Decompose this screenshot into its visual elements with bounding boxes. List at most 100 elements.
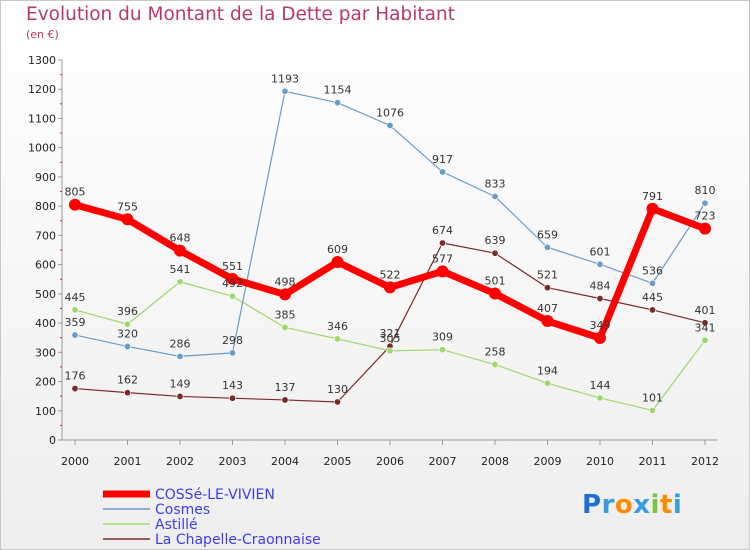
data-point [596,260,604,268]
x-tick-label: 2005 [324,455,352,468]
y-tick-label: 100 [35,405,56,418]
data-point [596,295,604,303]
logo-letter: i [650,490,660,520]
data-label: 536 [642,264,663,277]
data-label: 833 [485,178,506,191]
data-label: 659 [537,228,558,241]
data-point [541,315,554,328]
data-label: 674 [432,224,453,237]
y-tick-label: 1300 [28,54,56,67]
x-tick-label: 2001 [114,455,142,468]
axes: 0 100 200 300 400 500 600 700 800 900 1000 1100 1200… [28,54,719,468]
x-tick-label: 2011 [639,455,667,468]
y-tick-label: 600 [35,259,56,272]
proxiti-logo: Proxiti [582,490,682,520]
y-tick-label: 500 [35,288,56,301]
logo-letter: r [601,490,615,520]
data-point [648,279,656,287]
data-point [648,306,656,314]
data-label: 137 [275,381,296,394]
data-point [543,243,551,251]
data-point [281,323,289,331]
data-label: 498 [275,275,296,288]
data-label: 639 [485,234,506,247]
data-label: 1076 [376,106,404,119]
x-tick-label: 2000 [61,455,89,468]
y-tick-label: 1200 [28,83,56,96]
data-label: 521 [537,269,558,282]
data-point [176,392,184,400]
y-tick-label: 0 [49,434,56,447]
data-point [333,398,341,406]
data-label: 298 [222,334,243,347]
data-point [176,278,184,286]
legend-entry: La Chapelle-Craonnaise [103,532,321,548]
data-label: 194 [537,364,558,377]
x-tick-label: 2006 [376,455,404,468]
logo-letter: i [672,490,683,520]
y-tick-label: 800 [35,200,56,213]
logo-letter: t [659,490,673,520]
data-point [124,320,132,328]
data-label: 501 [485,275,506,288]
data-label: 144 [590,379,611,392]
data-point [646,202,659,215]
chart-subtitle: (en €) [26,28,59,41]
data-label: 309 [432,331,453,344]
data-label: 445 [642,291,663,304]
data-point [491,193,499,201]
data-point [124,342,132,350]
data-label: 176 [65,370,86,383]
x-tick-label: 2009 [534,455,562,468]
legend-label: Astillé [155,517,198,533]
y-tick-label: 700 [35,229,56,242]
y-tick-label: 400 [35,317,56,330]
data-point [701,199,709,207]
data-label: 577 [432,252,453,265]
legend-entry: Astillé [103,517,198,533]
data-point [436,265,449,278]
x-tick-label: 2004 [271,455,299,468]
data-point [226,272,239,285]
data-point [333,99,341,107]
data-point [543,379,551,387]
data-point [386,121,394,129]
data-point [281,87,289,95]
data-point [281,396,289,404]
data-point [543,284,551,292]
data-point [648,406,656,414]
data-label: 162 [117,374,138,387]
data-point [699,222,711,235]
data-label: 917 [432,153,453,166]
data-point [386,347,394,355]
data-label: 258 [485,346,506,359]
data-label: 130 [327,383,348,396]
data-label: 101 [642,391,663,404]
data-point [124,389,132,397]
data-label: 805 [65,186,86,199]
data-point [596,394,604,402]
data-label: 1193 [271,72,299,85]
data-label: 143 [222,379,243,392]
logo-letter: P [582,490,602,520]
data-point [594,331,606,344]
x-tick-label: 2003 [219,455,247,468]
data-label: 601 [590,245,611,258]
x-tick-label: 2012 [691,455,719,468]
data-point [331,255,344,268]
data-point [229,394,237,402]
y-tick-label: 200 [35,376,56,389]
data-label: 648 [170,232,191,245]
x-tick-label: 2010 [586,455,614,468]
x-tick-label: 2008 [481,455,509,468]
data-label: 149 [170,377,191,390]
data-label: 522 [380,268,401,281]
series-lines [69,87,711,414]
data-point [279,288,291,301]
data-point [438,168,446,176]
data-label: 349 [590,319,611,332]
data-label: 320 [117,327,138,340]
y-tick-label: 900 [35,171,56,184]
data-point [69,198,81,211]
